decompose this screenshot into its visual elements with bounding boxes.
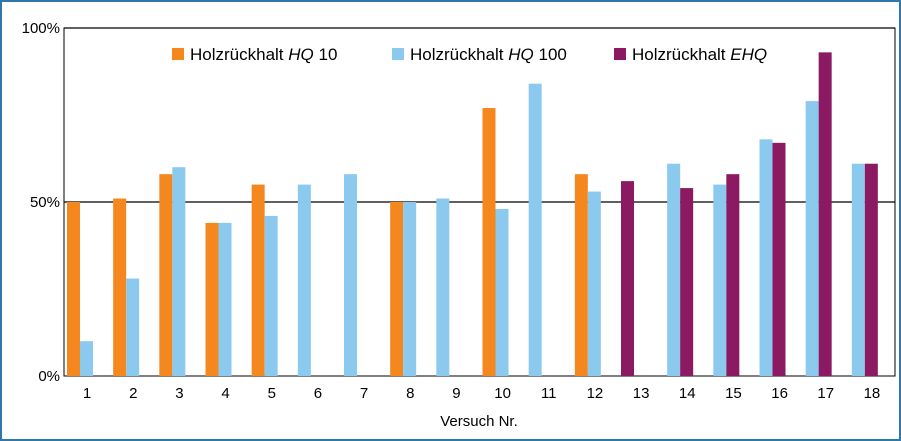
bar (759, 139, 773, 376)
bar (818, 52, 832, 377)
legend-entry: Holzrückhalt HQ 100 (410, 45, 567, 64)
bar (667, 163, 681, 376)
y-tick-label: 50% (30, 194, 60, 211)
x-tick-label: 10 (494, 385, 511, 402)
x-tick-label: 8 (406, 385, 414, 402)
x-tick-label: 6 (314, 385, 322, 402)
x-tick-label: 12 (587, 385, 604, 402)
x-tick-label: 1 (83, 385, 91, 402)
y-tick-label: 0% (38, 368, 60, 385)
x-tick-label: 16 (771, 385, 788, 402)
x-tick-label: 3 (175, 385, 183, 402)
legend-swatch (392, 48, 404, 60)
bar (528, 83, 542, 377)
bar (205, 222, 219, 376)
bar (80, 341, 93, 376)
legend-entry: Holzrückhalt HQ 10 (190, 45, 337, 64)
bar (851, 163, 865, 376)
bar (864, 163, 878, 376)
bar (680, 188, 694, 376)
bar (390, 202, 404, 376)
legend-swatch (614, 48, 626, 60)
x-tick-label: 11 (541, 385, 557, 402)
y-tick-label: 100% (22, 20, 60, 37)
legend-swatch (172, 48, 184, 60)
x-tick-label: 9 (452, 385, 460, 402)
bar (495, 208, 509, 376)
x-tick-label: 4 (221, 385, 229, 402)
x-tick-label: 14 (679, 385, 696, 402)
bar (297, 184, 311, 376)
bar (713, 184, 727, 376)
bar (344, 174, 357, 376)
x-tick-label: 17 (817, 385, 834, 402)
bar (172, 167, 186, 376)
bar (159, 174, 173, 376)
x-tick-label: 13 (633, 385, 650, 402)
x-tick-label: 7 (360, 385, 368, 402)
bar (621, 181, 634, 376)
bar (251, 184, 265, 376)
bar (126, 278, 140, 376)
x-tick-label: 18 (864, 385, 881, 402)
bar (726, 174, 740, 376)
bar (113, 198, 127, 376)
bar (805, 101, 819, 376)
bar (482, 108, 496, 376)
x-axis-title: Versuch Nr. (440, 413, 518, 430)
bar (587, 191, 601, 376)
bar (772, 142, 786, 376)
bar (67, 202, 80, 376)
bar (218, 222, 232, 376)
x-tick-label: 5 (268, 385, 276, 402)
bar (403, 202, 417, 376)
x-tick-label: 2 (129, 385, 137, 402)
bar (574, 174, 588, 376)
bar (264, 215, 278, 376)
x-tick-label: 15 (725, 385, 742, 402)
bar (436, 198, 450, 376)
legend-entry: Holzrückhalt EHQ (632, 45, 767, 64)
